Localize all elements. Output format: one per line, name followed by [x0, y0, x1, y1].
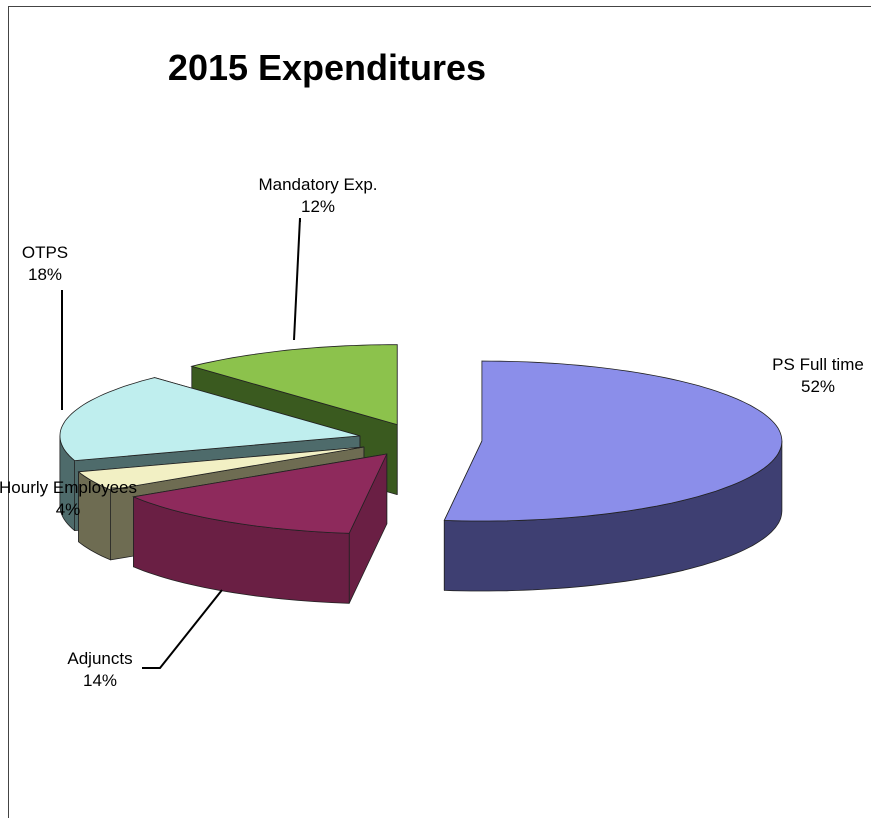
slice-top — [190, 344, 398, 426]
chart-title: 2015 Expenditures — [168, 47, 486, 88]
slice-top — [77, 446, 364, 491]
slice-value-label: 12% — [301, 197, 335, 216]
slice-label: PS Full time — [772, 355, 864, 374]
slice-top — [443, 360, 783, 522]
pie — [59, 344, 783, 604]
slice-top — [132, 453, 388, 534]
slice-label: Mandatory Exp. — [258, 175, 377, 194]
slice — [132, 453, 388, 604]
slice-value-label: 4% — [56, 500, 81, 519]
slice-label: OTPS — [22, 243, 68, 262]
labels: PS Full time 52% Adjuncts 14% Hourly Employe… — [0, 175, 864, 690]
slice-value-label: 52% — [801, 377, 835, 396]
slice-value-label: 18% — [28, 265, 62, 284]
slice-value-label: 14% — [83, 671, 117, 690]
slice-top — [59, 377, 361, 462]
slice-label: Hourly Employees — [0, 478, 137, 497]
leader-line — [293, 217, 301, 341]
leader-line — [142, 589, 223, 669]
slice-label: Adjuncts — [67, 649, 132, 668]
slice — [443, 360, 783, 592]
